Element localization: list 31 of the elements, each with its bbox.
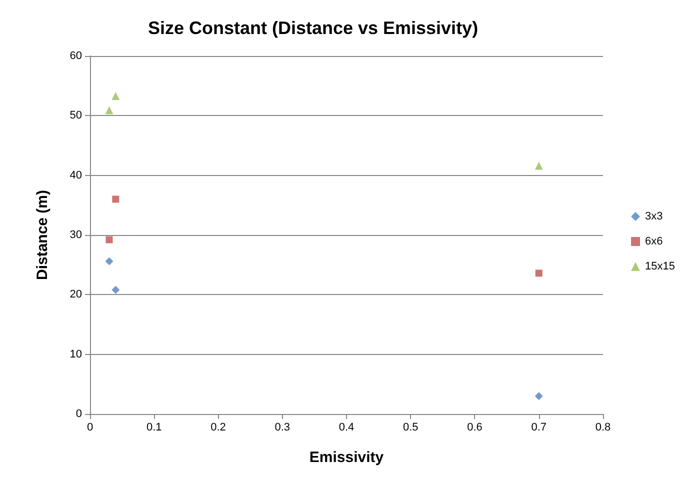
point [112, 286, 120, 294]
x-tick-label: 0 [86, 422, 94, 434]
point [535, 270, 542, 277]
y-tick-label: 0 [76, 408, 82, 420]
point [534, 392, 543, 400]
y-tick-label: 10 [70, 348, 82, 360]
chart-title: Size Constant (Distance vs Emissivity) [148, 18, 478, 38]
point [112, 92, 120, 100]
x-axis-title: Emissivity [309, 449, 384, 466]
point [105, 257, 114, 266]
x-tick-label: 0.5 [402, 422, 418, 434]
legend-label: 3x3 [645, 210, 663, 222]
x-tick-label: 0.1 [146, 422, 162, 434]
y-tick-label: 40 [70, 169, 82, 182]
point [106, 236, 113, 244]
y-tick-label: 60 [70, 50, 82, 62]
y-tick-label: 50 [70, 110, 82, 122]
y-tick-label: 20 [70, 288, 82, 301]
y-tick-label: 30 [70, 229, 82, 241]
legend-label: 6x6 [645, 236, 663, 248]
x-tick-label: 0.3 [274, 422, 290, 434]
x-tick-label: 0.4 [338, 422, 354, 434]
point [534, 162, 543, 170]
point [105, 106, 114, 114]
x-tick-label: 0.7 [531, 422, 547, 434]
legend-label: 15x15 [645, 260, 676, 272]
x-tick-label: 0.6 [467, 422, 482, 434]
x-tick-label: 0.8 [595, 422, 611, 434]
y-axis-title: Distance (m) [34, 190, 51, 280]
point [112, 196, 120, 203]
x-tick-label: 0.2 [210, 422, 226, 434]
